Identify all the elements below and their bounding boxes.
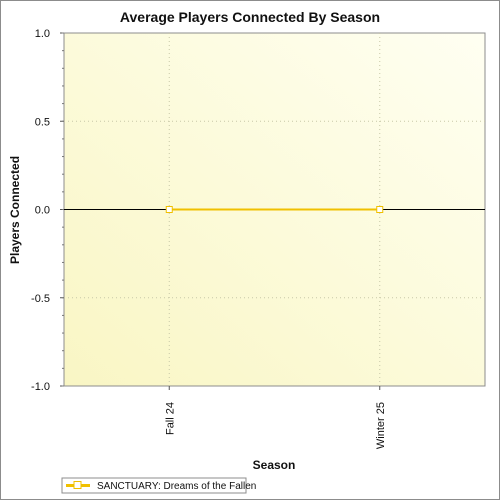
y-axis: 1.0 0.5 0.0 -0.5 -1.0: [31, 28, 64, 393]
chart-title: Average Players Connected By Season: [120, 9, 380, 25]
series-layer: [165, 206, 384, 213]
legend: SANCTUARY: Dreams of the Fallen: [61, 477, 256, 494]
y-tick-label: 1.0: [35, 28, 50, 40]
legend-box: [61, 477, 247, 494]
y-axis-label: Players Connected: [8, 156, 22, 264]
x-tick-label: Fall 24: [164, 402, 176, 435]
y-tick-label: -1.0: [31, 381, 50, 393]
x-axis: Fall 24 Winter 25: [164, 386, 387, 449]
data-point: [376, 206, 384, 213]
data-point: [165, 206, 173, 213]
x-axis-label: Season: [253, 458, 296, 472]
legend-series-label: SANCTUARY: Dreams of the Fallen: [97, 481, 256, 492]
x-tick-label: Winter 25: [375, 402, 387, 449]
y-tick-label: -0.5: [31, 293, 50, 305]
y-tick-label: 0.5: [35, 116, 50, 128]
legend-series-marker: [73, 481, 82, 489]
y-tick-label: 0.0: [35, 205, 50, 217]
